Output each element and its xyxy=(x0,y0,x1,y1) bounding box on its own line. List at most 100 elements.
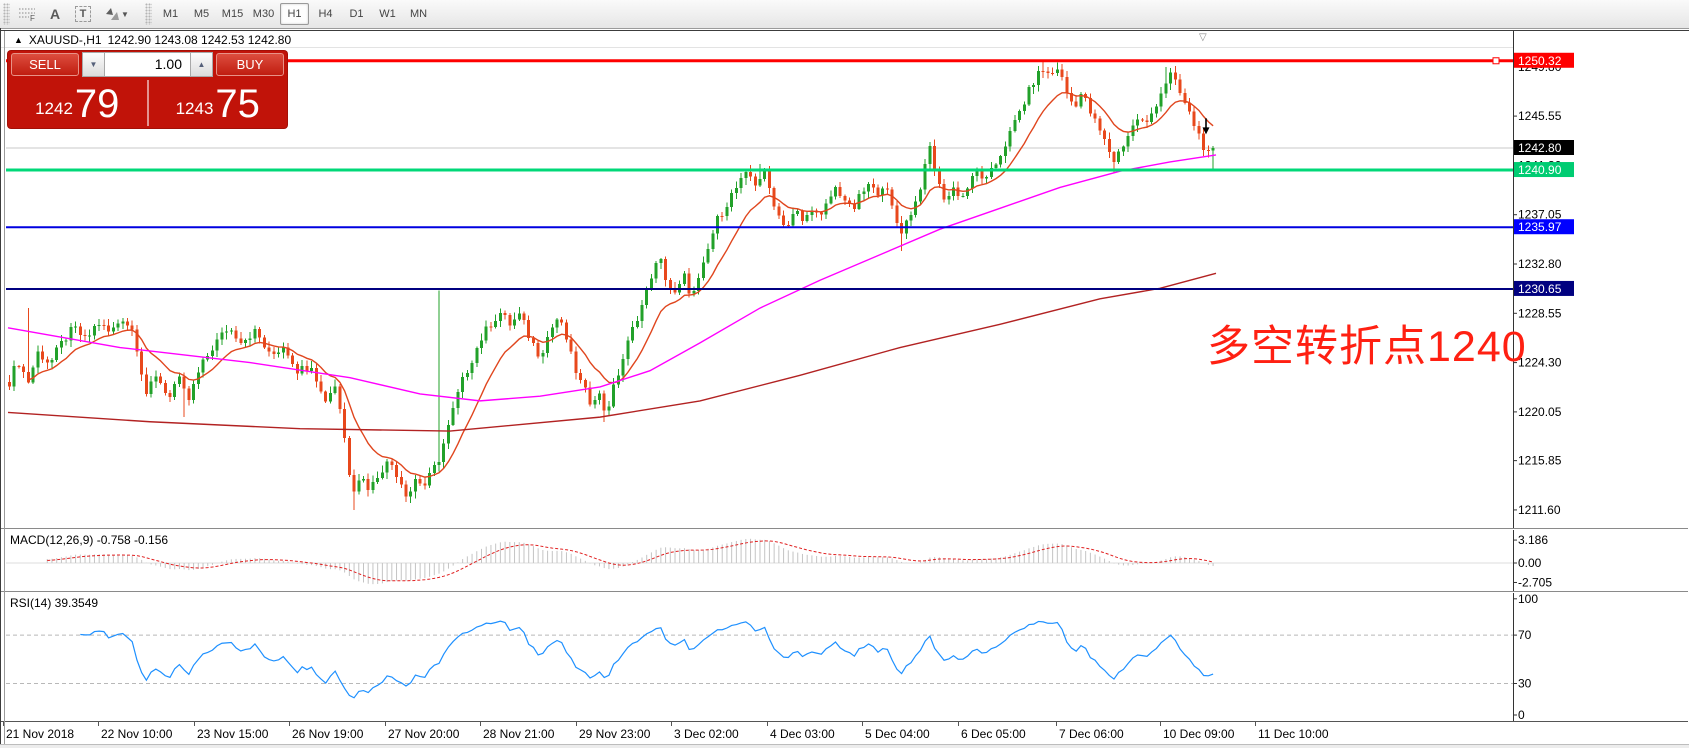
candle-body xyxy=(985,177,989,179)
rsi-panel[interactable]: 100 70 30 0 xyxy=(6,592,1538,722)
candle-body xyxy=(782,215,786,225)
candle-body xyxy=(970,175,974,189)
candle-body xyxy=(1093,113,1097,119)
text-label-icon[interactable]: A xyxy=(49,6,61,22)
timeframe-button-m5[interactable]: M5 xyxy=(193,8,210,20)
candle-body xyxy=(31,367,35,383)
candle-body xyxy=(26,372,30,383)
timeframe-button-h1[interactable]: H1 xyxy=(280,3,309,25)
candle-body xyxy=(1103,130,1107,140)
volume-input[interactable]: 1.00 xyxy=(105,52,190,77)
toolbar-grip[interactable] xyxy=(3,3,10,25)
candle-body xyxy=(461,376,465,392)
candle-body xyxy=(1051,73,1055,75)
candle-body xyxy=(805,214,809,221)
svg-text:F: F xyxy=(30,14,35,22)
price-axis[interactable]: 1249.801245.551241.301237.051232.801228.… xyxy=(1513,31,1574,721)
trade-controls-row: SELL ▼ 1.00 ▲ BUY xyxy=(8,51,287,78)
candle-body xyxy=(423,483,427,486)
macd-panel[interactable]: 3.186 0.00 -2.705 xyxy=(6,533,1552,589)
candle-body xyxy=(649,278,653,289)
ohlc-readout: 1242.90 1243.08 1242.53 1242.80 xyxy=(107,33,292,47)
candle-body xyxy=(376,477,380,482)
quote-divider xyxy=(146,80,149,126)
candle-body xyxy=(697,278,701,291)
candle-body xyxy=(819,212,823,215)
candle-body xyxy=(64,340,68,342)
candle-body xyxy=(796,211,800,215)
candle-body xyxy=(1183,92,1187,103)
candle-body xyxy=(975,171,979,176)
candle-body xyxy=(305,365,309,371)
candle-body xyxy=(310,367,314,371)
price-tick-label: 1224.30 xyxy=(1518,356,1562,370)
buy-button[interactable]: BUY xyxy=(216,53,284,76)
symbol-timeframe: XAUUSD-,H1 xyxy=(28,33,102,47)
candle-body xyxy=(385,461,389,473)
time-axis[interactable]: 21 Nov 2018 22 Nov 10:00 23 Nov 15:00 26 No… xyxy=(1,721,1688,741)
candle-body xyxy=(1041,70,1045,72)
window-border xyxy=(0,28,1,744)
candle-body xyxy=(895,205,899,224)
candle-body xyxy=(102,324,106,326)
candle-body xyxy=(74,326,78,328)
candle-body xyxy=(116,323,120,328)
candle-body xyxy=(494,320,498,328)
candle-body xyxy=(1136,119,1140,126)
candle-body xyxy=(843,195,847,201)
candle-body xyxy=(668,279,672,289)
candle-body xyxy=(300,365,304,374)
candle-body xyxy=(470,363,474,374)
candle-body xyxy=(338,386,342,410)
candle-body xyxy=(555,319,559,328)
candle-body xyxy=(503,313,507,315)
candle-body xyxy=(154,376,158,382)
ma-slow-line xyxy=(7,272,1217,432)
candle-body xyxy=(319,381,323,392)
timeframe-button-w1[interactable]: W1 xyxy=(379,8,396,20)
candle-body xyxy=(1065,76,1069,93)
candle-body xyxy=(55,347,59,360)
timeframe-button-mn[interactable]: MN xyxy=(409,8,428,20)
rsi-tick-label: 70 xyxy=(1518,628,1532,642)
candle-body xyxy=(210,350,214,357)
timeframe-button-m30[interactable]: M30 xyxy=(252,8,275,20)
ask-price-stem: 1243 xyxy=(175,99,214,118)
time-tick-label: 27 Nov 20:00 xyxy=(388,727,460,741)
time-tick-label: 29 Nov 23:00 xyxy=(579,727,651,741)
candle-body xyxy=(413,479,417,492)
candle-body xyxy=(574,351,578,373)
candle-body xyxy=(583,379,587,388)
status-strip xyxy=(0,744,1689,748)
chart-title: ▲ XAUUSD-,H1 1242.90 1243.08 1242.53 124… xyxy=(14,33,291,47)
annotation-text[interactable]: 多空转折点1240 xyxy=(1207,323,1527,371)
candle-body xyxy=(857,194,861,209)
candle-body xyxy=(262,337,266,348)
timeframe-button-m15[interactable]: M15 xyxy=(221,8,244,20)
macd-tick-label: 0.00 xyxy=(1518,556,1542,570)
timeframe-button-h4[interactable]: H4 xyxy=(318,8,333,20)
price-tick-label: 1245.55 xyxy=(1518,109,1562,123)
grid-properties-icon[interactable]: F xyxy=(15,3,39,25)
timeframe-button-d1[interactable]: D1 xyxy=(349,8,364,20)
text-box-icon[interactable]: T xyxy=(71,3,95,25)
collapse-marker-icon[interactable]: ▲ xyxy=(14,35,23,45)
volume-decrease-button[interactable]: ▼ xyxy=(82,52,105,77)
sell-button[interactable]: SELL xyxy=(11,53,79,76)
quote-row: 1242 79 1243 75 xyxy=(8,78,287,128)
toolbar-grip-2[interactable] xyxy=(145,3,152,25)
candle-body xyxy=(78,326,82,336)
timeframe-bar: M1 M5 M15 M30 H1 H4 D1 W1 MN xyxy=(155,3,434,25)
candle-body xyxy=(607,406,611,411)
arrow-objects-icon[interactable]: ▼ xyxy=(99,3,135,25)
candle-body xyxy=(612,384,616,407)
volume-increase-button[interactable]: ▲ xyxy=(190,52,213,77)
candle-body xyxy=(107,325,111,332)
candle-body xyxy=(409,491,413,497)
candle-body xyxy=(229,330,233,332)
timeframe-button-m1[interactable]: M1 xyxy=(162,8,179,20)
candle-body xyxy=(999,156,1003,165)
candle-body xyxy=(314,367,318,382)
